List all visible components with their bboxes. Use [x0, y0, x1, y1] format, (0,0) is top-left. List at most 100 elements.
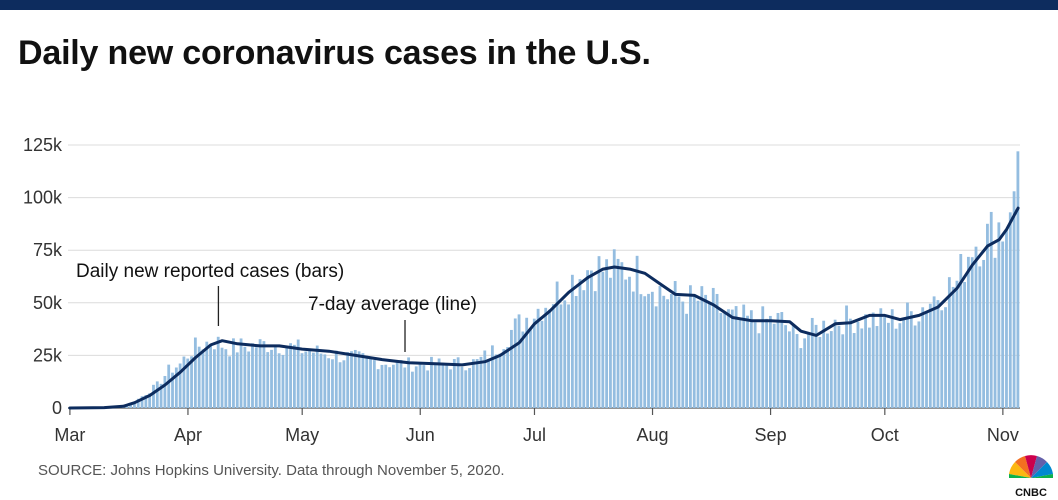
daily-case-bar: [193, 337, 197, 408]
daily-case-bar: [597, 256, 601, 408]
daily-case-bar: [932, 296, 936, 408]
daily-case-bar: [772, 323, 776, 408]
daily-case-bar: [254, 347, 258, 408]
daily-case-bar: [570, 274, 574, 408]
daily-case-bar: [563, 300, 567, 408]
daily-case-bar: [921, 307, 925, 408]
daily-case-bar: [1016, 151, 1020, 408]
daily-case-bar: [818, 337, 822, 408]
daily-case-bar: [163, 375, 167, 408]
daily-case-bar: [944, 307, 947, 408]
daily-case-bar: [650, 291, 654, 408]
daily-case-bar: [433, 364, 437, 408]
daily-case-bar: [814, 324, 818, 408]
daily-case-bar: [174, 367, 178, 408]
daily-case-bar: [532, 318, 536, 408]
daily-case-bar: [765, 318, 768, 408]
daily-case-bar: [205, 341, 209, 408]
daily-case-bar: [669, 293, 673, 408]
daily-case-bar: [601, 271, 605, 408]
daily-case-bar: [906, 302, 909, 408]
daily-case-bar: [574, 296, 578, 408]
daily-case-bar: [841, 334, 845, 408]
daily-case-bar: [864, 314, 867, 408]
daily-case-bar: [883, 317, 887, 408]
daily-case-bar: [727, 309, 730, 408]
daily-case-bar: [312, 352, 315, 408]
x-tick-label: Mar: [54, 425, 85, 445]
daily-case-bar: [643, 296, 647, 408]
daily-case-bar: [559, 304, 563, 408]
daily-case-bar: [346, 352, 350, 408]
daily-case-bar: [338, 362, 342, 408]
daily-case-bar: [487, 359, 490, 408]
daily-case-bar: [449, 369, 452, 408]
daily-case-bar: [837, 325, 841, 408]
daily-case-bar: [624, 279, 628, 408]
y-tick-label: 50k: [33, 293, 63, 313]
daily-case-bar: [829, 331, 833, 408]
daily-case-bar: [452, 359, 456, 408]
daily-case-bar: [323, 354, 327, 408]
daily-case-bar: [1012, 191, 1016, 408]
daily-case-bar: [685, 313, 689, 408]
daily-case-bar: [647, 293, 650, 408]
daily-case-bar: [395, 360, 399, 408]
x-tick-label: Jun: [406, 425, 435, 445]
annotations: Daily new reported cases (bars) 7-day ave…: [76, 261, 477, 352]
daily-case-bar: [270, 349, 273, 408]
daily-case-bar: [788, 331, 791, 408]
daily-case-bar: [365, 355, 369, 408]
x-tick-label: Aug: [637, 425, 669, 445]
daily-case-bar: [593, 291, 597, 408]
daily-case-bar: [768, 315, 772, 408]
daily-case-bar: [197, 346, 201, 408]
daily-case-bar: [749, 310, 753, 408]
daily-case-bar: [959, 253, 963, 408]
daily-case-bar: [761, 306, 765, 408]
daily-case-bar: [292, 344, 296, 408]
daily-case-bar: [220, 347, 224, 408]
daily-case-bar: [258, 339, 262, 408]
daily-case-bar: [803, 338, 807, 408]
daily-case-bar: [186, 358, 190, 408]
daily-case-bar: [464, 370, 468, 408]
daily-case-bar: [666, 299, 669, 408]
bar-series: [72, 151, 1020, 408]
daily-case-bar: [795, 334, 799, 408]
daily-case-bar: [867, 327, 871, 408]
y-axis-labels: 0 25k 50k 75k 100k 125k: [23, 135, 63, 418]
daily-case-bar: [1005, 229, 1008, 408]
daily-case-bar: [277, 353, 281, 408]
daily-case-bar: [144, 395, 148, 408]
daily-case-bar: [540, 320, 544, 408]
daily-case-bar: [213, 349, 216, 408]
daily-case-bar: [361, 353, 365, 408]
daily-case-bar: [966, 256, 970, 408]
daily-case-bar: [536, 308, 540, 408]
daily-case-bar: [319, 353, 323, 408]
daily-case-bar: [696, 300, 700, 408]
daily-case-bar: [963, 281, 966, 408]
daily-case-bar: [753, 322, 757, 408]
y-tick-label: 25k: [33, 345, 63, 365]
daily-case-bar: [681, 301, 685, 408]
daily-case-bar: [331, 359, 334, 408]
daily-case-bar: [243, 346, 247, 408]
daily-case-bar: [947, 277, 951, 408]
daily-case-bar: [609, 277, 612, 408]
daily-case-bar: [281, 354, 285, 408]
daily-case-bar: [460, 366, 464, 408]
daily-case-bar: [616, 258, 620, 408]
daily-case-bar: [414, 366, 418, 408]
daily-case-bar: [567, 304, 570, 408]
daily-case-bar: [631, 291, 635, 408]
daily-case-bar: [955, 280, 959, 408]
daily-case-bar: [475, 359, 479, 408]
daily-case-bar: [502, 349, 506, 408]
daily-case-bar: [422, 365, 426, 408]
daily-case-bar: [742, 304, 746, 408]
daily-case-bar: [997, 222, 1001, 408]
daily-case-bar: [936, 300, 940, 408]
